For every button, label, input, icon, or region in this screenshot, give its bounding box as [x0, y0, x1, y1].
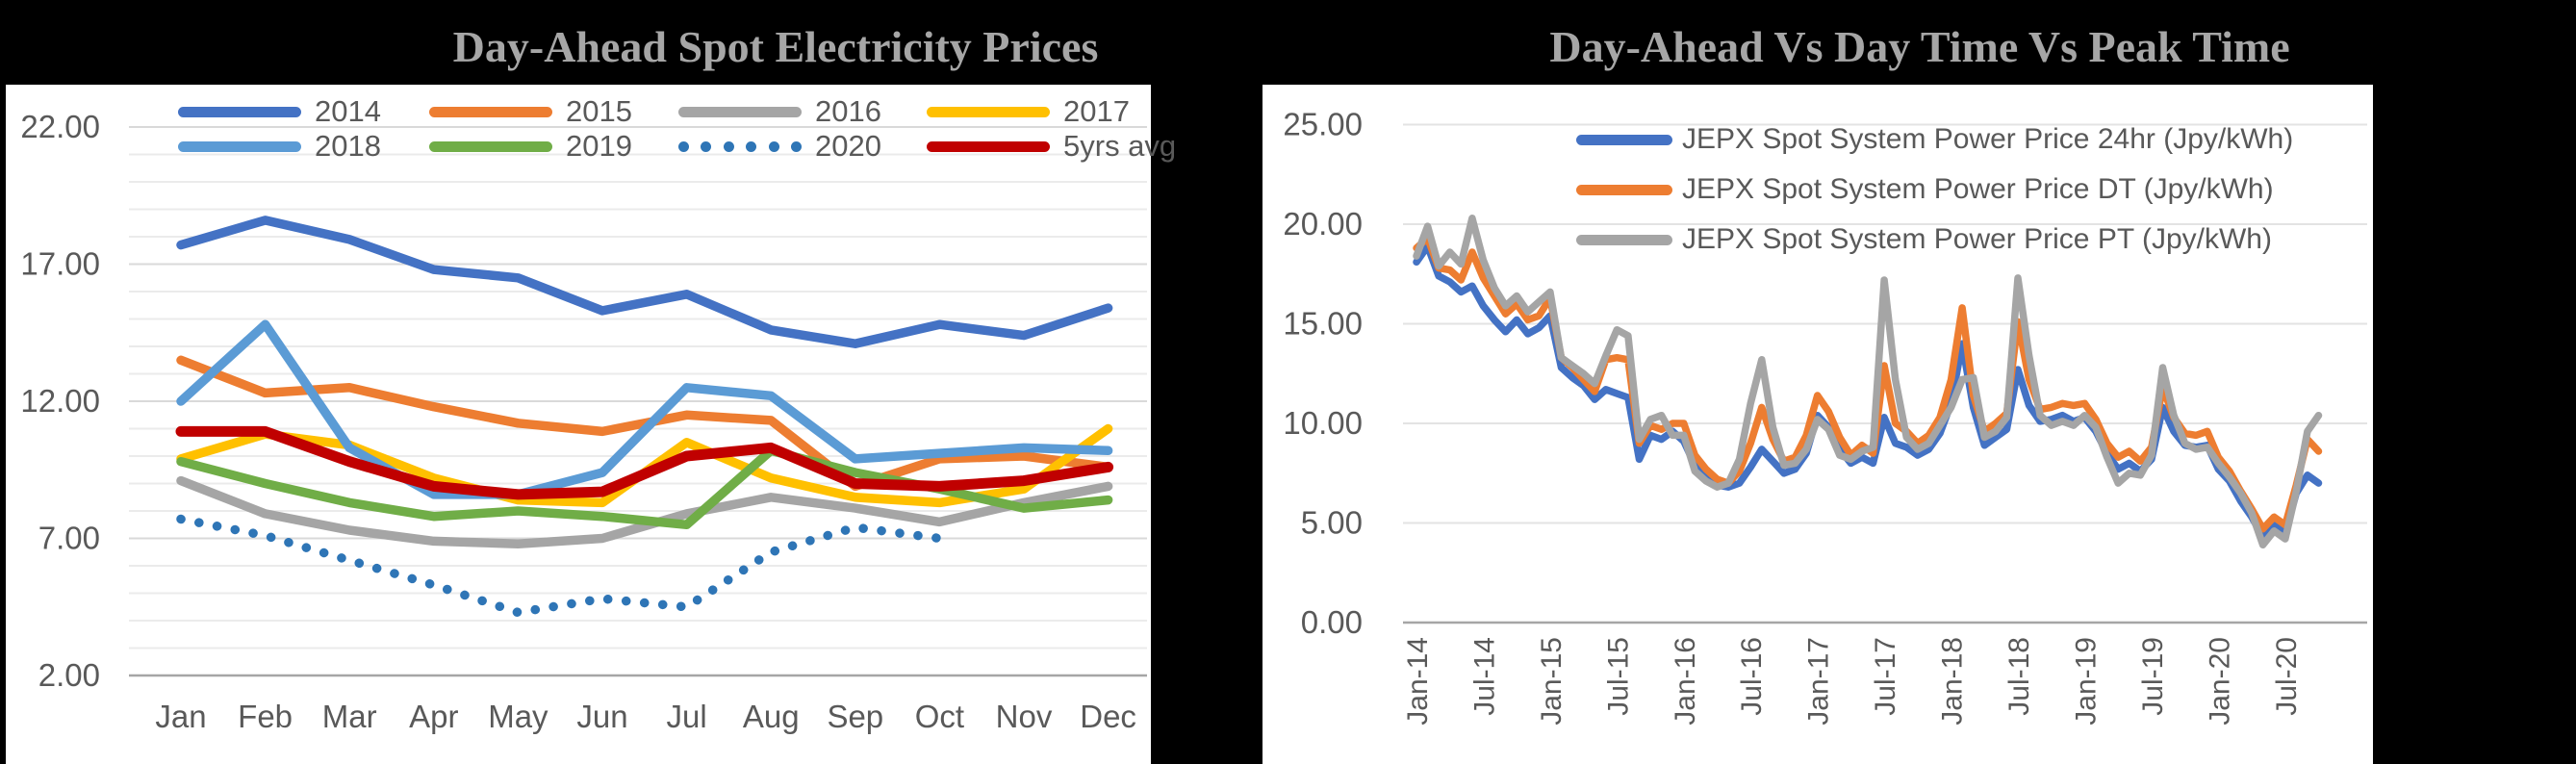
x-axis-tick-label: Jan-15 — [1536, 637, 1568, 726]
x-axis-tick-label: Jan-16 — [1670, 637, 1701, 726]
y-axis-tick-label: 0.00 — [1301, 604, 1363, 640]
y-axis-tick-label: 2.00 — [38, 657, 100, 693]
legend-label: 2019 — [566, 129, 632, 163]
x-axis-tick-label: Jul-15 — [1602, 637, 1634, 716]
y-axis-tick-label: 17.00 — [20, 246, 100, 282]
series-line-2020 — [176, 514, 945, 618]
y-axis-tick-label: 7.00 — [38, 521, 100, 556]
x-axis-tick-label: Apr — [409, 699, 458, 734]
left-chart-panel: 22.00 17.00 12.00 7.00 2.00 Jan Feb Mar Apr May Ju… — [6, 85, 1176, 764]
legend-label: 2020 — [815, 129, 881, 163]
legend-line-swatch — [178, 140, 301, 152]
right-chart-panel: 25.00 20.00 15.00 10.00 5.00 0.00 Jan-14 Jul-14… — [1262, 85, 2373, 764]
legend-label: JEPX Spot System Power Price PT (Jpy/kWh… — [1682, 223, 2272, 255]
y-axis-tick-label: 22.00 — [20, 109, 100, 144]
x-axis-tick-label: Jul-16 — [1736, 637, 1768, 716]
legend-item-2018: 2018 — [178, 129, 381, 163]
right-chart-title: Day-Ahead Vs Day Time Vs Peak Time — [1549, 22, 2290, 71]
y-axis-tick-label: 12.00 — [20, 383, 100, 419]
x-axis-tick-label: Aug — [743, 699, 800, 734]
x-axis-tick-label: Jan-18 — [1937, 637, 1969, 726]
legend-item-2017: 2017 — [927, 94, 1130, 128]
legend-item-jepx-spot-system-power-price-pt-jpy-kwh-: JEPX Spot System Power Price PT (Jpy/kWh… — [1576, 223, 2272, 255]
legend-item-2016: 2016 — [678, 94, 881, 128]
legend-item-jepx-spot-system-power-price-24hr-jpy-kwh-: JEPX Spot System Power Price 24hr (Jpy/k… — [1576, 123, 2293, 155]
y-axis-tick-label: 25.00 — [1283, 107, 1363, 142]
legend-line-swatch — [678, 106, 802, 117]
x-axis-tick-label: Feb — [238, 699, 293, 734]
legend-label: 2016 — [815, 94, 881, 128]
legend-item-2015: 2015 — [429, 94, 632, 128]
x-axis-tick-label: Jan-14 — [1402, 637, 1434, 726]
legend-line-swatch — [429, 140, 552, 152]
series-line-dt — [1413, 234, 2323, 533]
legend-label: JEPX Spot System Power Price 24hr (Jpy/k… — [1682, 123, 2294, 155]
legend-line-swatch — [1576, 184, 1672, 195]
legend-label: 2014 — [315, 94, 381, 128]
x-axis-tick-label: Nov — [996, 699, 1053, 734]
x-axis-tick-label: Jul — [667, 699, 707, 734]
series-line-24hr — [1413, 242, 2323, 541]
y-axis-tick-label: 20.00 — [1283, 206, 1363, 242]
legend-label: 2017 — [1063, 94, 1130, 128]
x-axis-tick-label: Jan — [155, 699, 206, 734]
legend-item-5yrs-avg: 5yrs avg — [927, 129, 1176, 163]
x-axis-tick-label: Sep — [827, 699, 883, 734]
legend-dotted-swatch — [678, 140, 802, 152]
x-axis-tick-label: Jul-19 — [2137, 637, 2169, 716]
x-axis-tick-label: Jan-19 — [2070, 637, 2102, 726]
series-line-2015 — [176, 355, 1113, 492]
y-axis-tick-label: 5.00 — [1301, 505, 1363, 541]
series-line-2018 — [176, 319, 1113, 499]
series-line-2014 — [176, 216, 1113, 348]
legend-line-swatch — [1576, 234, 1672, 245]
legend-item-2014: 2014 — [178, 94, 381, 128]
legend-line-swatch — [927, 140, 1050, 152]
x-axis-tick-label: Jan-20 — [2204, 637, 2235, 726]
legend-item-2020: 2020 — [678, 129, 881, 163]
x-axis-tick-label: Mar — [322, 699, 377, 734]
series-line-2016 — [176, 475, 1113, 548]
legend-label: 2015 — [566, 94, 632, 128]
left-chart-title: Day-Ahead Spot Electricity Prices — [452, 22, 1099, 71]
y-axis-tick-label: 10.00 — [1283, 405, 1363, 441]
legend-line-swatch — [927, 106, 1050, 117]
series-line-pt — [1413, 215, 2323, 549]
legend-line-swatch — [178, 106, 301, 117]
legend-label: JEPX Spot System Power Price DT (Jpy/kWh… — [1682, 173, 2274, 205]
left-chart-plot: 22.00 17.00 12.00 7.00 2.00 Jan Feb Mar Apr May Ju… — [20, 109, 1147, 734]
x-axis-tick-label: Jan-17 — [1803, 637, 1835, 726]
legend-item-jepx-spot-system-power-price-dt-jpy-kwh-: JEPX Spot System Power Price DT (Jpy/kWh… — [1576, 173, 2274, 205]
series-line-2019 — [176, 446, 1113, 530]
legend-item-2019: 2019 — [429, 129, 632, 163]
legend-line-swatch — [429, 106, 552, 117]
x-axis-tick-label: Oct — [915, 699, 964, 734]
y-axis-tick-label: 15.00 — [1283, 306, 1363, 342]
x-axis-tick-label: Dec — [1080, 699, 1136, 734]
right-chart-plot: 25.00 20.00 15.00 10.00 5.00 0.00 Jan-14 Jul-14… — [1283, 107, 2367, 726]
series-line-5yrs-avg — [175, 425, 1114, 500]
x-axis-tick-label: Jun — [576, 699, 627, 734]
legend-label: 5yrs avg — [1063, 129, 1177, 163]
x-axis-tick-label: May — [488, 699, 548, 734]
x-axis-tick-label: Jul-17 — [1870, 637, 1901, 716]
legend-label: 2018 — [315, 129, 381, 163]
legend-line-swatch — [1576, 134, 1672, 145]
x-axis-tick-label: Jul-20 — [2271, 637, 2303, 716]
x-axis-tick-label: Jul-18 — [2003, 637, 2035, 716]
x-axis-tick-label: Jul-14 — [1468, 637, 1500, 716]
